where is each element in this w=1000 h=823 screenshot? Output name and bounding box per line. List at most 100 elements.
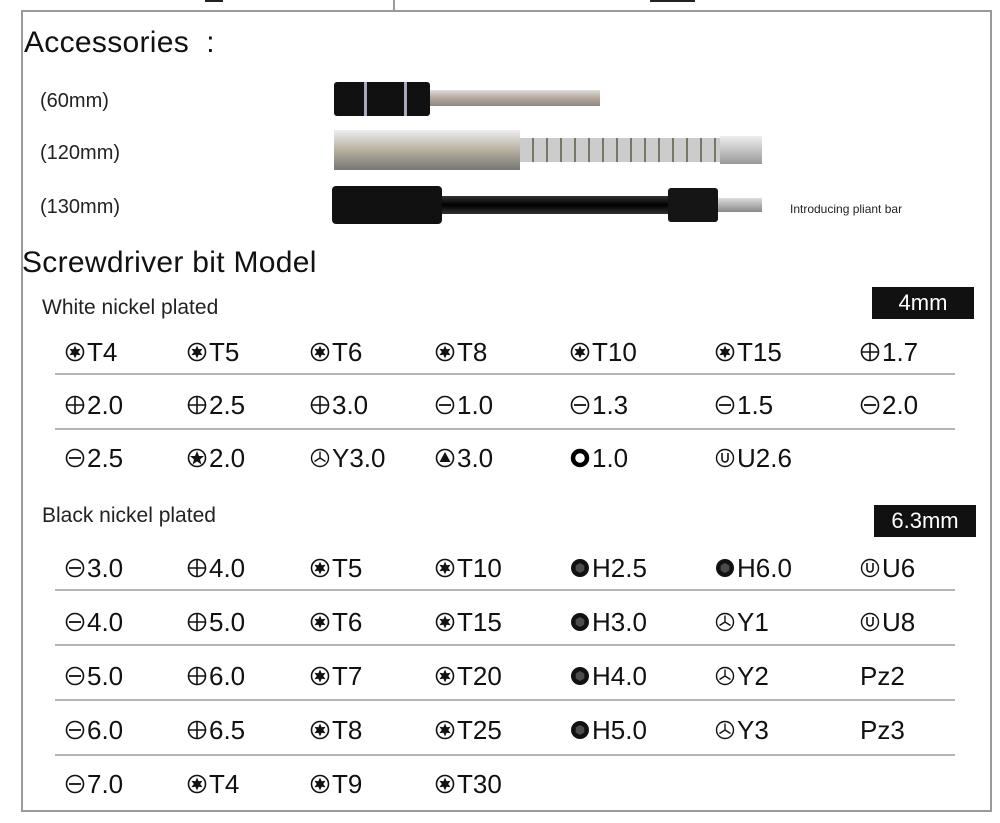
bit-label: T15 [457, 606, 502, 637]
bit-item: 7.0 [65, 764, 123, 804]
row-divider [55, 699, 955, 701]
black-bit-row: 5.0 6.0 T7 T20 H4.0 Y2 Pz2 [55, 656, 955, 696]
bit-item: T20 [435, 656, 502, 696]
bit-label: T5 [332, 552, 363, 583]
bit-label: 6.5 [209, 714, 246, 745]
bit-item: 1.7 [860, 332, 918, 372]
black-bit-row: 4.0 5.0 T6 T15 H3.0 Y1 U8 [55, 602, 955, 642]
bit-label: T10 [457, 552, 502, 583]
bit-item: T8 [310, 710, 362, 750]
bit-item: 2.0 [65, 385, 123, 425]
triwing-bit-icon [310, 448, 330, 468]
phillips-bit-icon [310, 395, 330, 415]
bit-label: T25 [457, 714, 502, 745]
bit-label: 1.5 [737, 389, 774, 420]
slot-bit-icon [860, 395, 880, 415]
triwing-bit-icon [715, 720, 735, 740]
row-divider [55, 644, 955, 646]
bit-label: H2.5 [592, 552, 647, 583]
bit-label: T8 [332, 714, 363, 745]
bit-label: T10 [592, 336, 637, 367]
bit-label: T5 [209, 336, 240, 367]
bit-label: U8 [882, 606, 916, 637]
bit-item: 3.0 [310, 385, 368, 425]
accessory-130mm-label: (130mm) [40, 196, 121, 218]
bit-label: 4.0 [209, 552, 246, 583]
bit-item: Y1 [715, 602, 769, 642]
bit-label: 5.0 [87, 660, 124, 691]
bit-label: 1.3 [592, 389, 629, 420]
bit-label: 2.0 [882, 389, 919, 420]
bit-item: T7 [310, 656, 362, 696]
bit-item: H6.0 [715, 548, 792, 588]
pliant-bar-note: Introducing pliant bar [790, 202, 903, 216]
bit-label: 2.0 [209, 442, 246, 473]
bit-item: Y3.0 [310, 438, 386, 478]
u-bit-icon [715, 448, 735, 468]
torx-bit-icon [435, 342, 455, 362]
slot-bit-icon [435, 395, 455, 415]
slot-bit-icon [65, 558, 85, 578]
bit-label: 6.0 [87, 714, 124, 745]
bit-label: T8 [457, 336, 488, 367]
triwing-bit-icon [715, 612, 735, 632]
bit-label: 6.0 [209, 660, 246, 691]
phillips-bit-icon [187, 558, 207, 578]
bit-item: 1.0 [570, 438, 628, 478]
torx-bit-icon [310, 558, 330, 578]
bit-item: T15 [715, 332, 782, 372]
bit-label: Pz2 [860, 660, 905, 691]
white-bit-row: 2.0 2.5 3.0 1.0 1.3 1.5 2.0 [55, 385, 955, 425]
bit-label: T9 [332, 768, 363, 799]
bit-item: T8 [435, 332, 487, 372]
bit-label: 4.0 [87, 606, 124, 637]
bit-item: 2.0 [187, 438, 245, 478]
bit-item: T10 [435, 548, 502, 588]
hex-bit-icon [571, 721, 589, 739]
bit-label: H3.0 [592, 606, 647, 637]
accessory-120mm-label: (120mm) [40, 142, 121, 164]
bit-item: U8 [860, 602, 915, 642]
bit-item: H5.0 [570, 710, 647, 750]
bit-label: H5.0 [592, 714, 647, 745]
bit-item: 2.5 [65, 438, 123, 478]
bit-label: Y3 [737, 714, 769, 745]
u-bit-icon [860, 612, 880, 632]
bit-label: Y3.0 [332, 442, 386, 473]
bit-label: 3.0 [457, 442, 494, 473]
bit-item: 6.0 [65, 710, 123, 750]
bit-label: 3.0 [87, 552, 124, 583]
bit-label: T30 [457, 768, 502, 799]
bit-item: T10 [570, 332, 637, 372]
bit-item: 5.0 [65, 656, 123, 696]
bit-item: 3.0 [435, 438, 493, 478]
accessories-title: Accessories : [24, 26, 215, 59]
bit-label: U6 [882, 552, 916, 583]
torx-bit-icon [310, 342, 330, 362]
torx-bit-icon [65, 342, 85, 362]
pentalobe-bit-icon [187, 448, 207, 468]
bit-item: 1.5 [715, 385, 773, 425]
bit-item: 4.0 [65, 602, 123, 642]
bit-label: T6 [332, 606, 363, 637]
bit-item: 2.0 [860, 385, 918, 425]
bit-item: Y3 [715, 710, 769, 750]
torx-bit-icon [310, 774, 330, 794]
hex-bit-icon [571, 667, 589, 685]
torx-bit-icon [187, 774, 207, 794]
torx-bit-icon [570, 342, 590, 362]
bit-item: H3.0 [570, 602, 647, 642]
torx-bit-icon [187, 342, 207, 362]
black-bit-row: 7.0 T4 T9 T30 [55, 764, 955, 804]
bit-item: H2.5 [570, 548, 647, 588]
white-bit-row: 2.5 2.0 Y3.0 3.0 1.0 U2.6 [55, 438, 955, 478]
bit-item: T5 [310, 548, 362, 588]
torx-bit-icon [715, 342, 735, 362]
bit-item: T15 [435, 602, 502, 642]
phillips-bit-icon [187, 720, 207, 740]
bit-label: U2.6 [737, 442, 792, 473]
pliant-bar-130mm-image [332, 186, 762, 224]
bit-label: 2.5 [87, 442, 124, 473]
cut-off-text [650, 0, 695, 2]
